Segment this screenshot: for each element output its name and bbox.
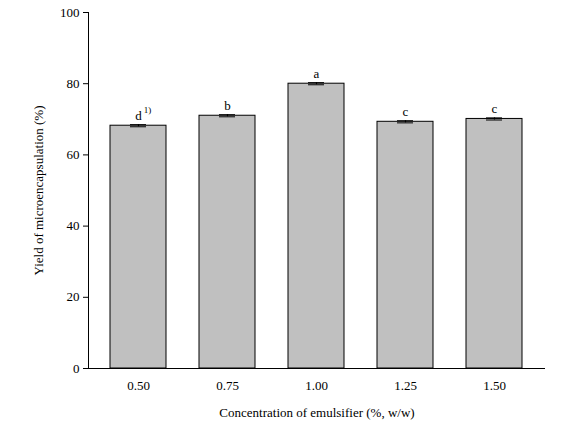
svg-text:Yield of microencapsulation (%: Yield of microencapsulation (%) <box>31 105 46 275</box>
svg-text:0: 0 <box>73 361 80 376</box>
svg-text:40: 40 <box>67 218 80 233</box>
svg-text:d: d <box>135 108 142 123</box>
svg-text:b: b <box>224 98 231 113</box>
svg-text:1.50: 1.50 <box>483 378 506 393</box>
svg-text:60: 60 <box>67 147 80 162</box>
svg-text:20: 20 <box>67 289 80 304</box>
svg-text:100: 100 <box>60 5 80 20</box>
svg-text:Concentration of emulsifier (%: Concentration of emulsifier (%, w/w) <box>219 405 414 420</box>
svg-text:1.25: 1.25 <box>394 378 417 393</box>
svg-text:0.75: 0.75 <box>216 378 239 393</box>
svg-text:1.00: 1.00 <box>305 378 328 393</box>
svg-text:80: 80 <box>67 76 80 91</box>
svg-text:0.50: 0.50 <box>127 378 150 393</box>
svg-text:c: c <box>492 101 498 116</box>
svg-text:1): 1) <box>144 105 152 115</box>
svg-text:a: a <box>314 66 320 81</box>
svg-text:c: c <box>403 104 409 119</box>
